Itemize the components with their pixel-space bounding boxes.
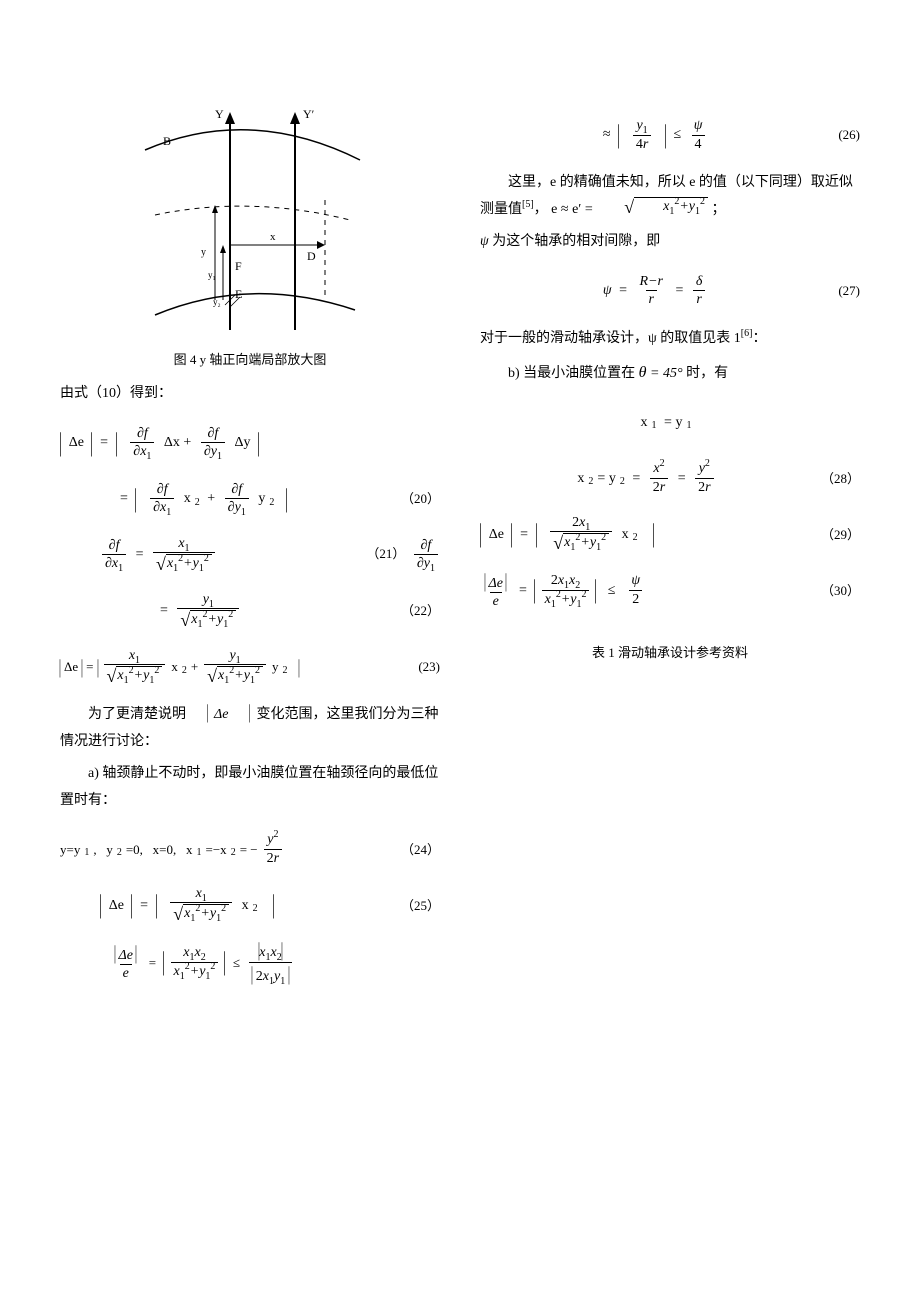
table-1-caption: 表 1 滑动轴承设计参考资料	[480, 641, 860, 664]
item-b-lead: b) 当最小油膜位置在	[508, 366, 639, 381]
eq-x1y1: x1 = y1	[480, 401, 860, 443]
approx-lead: ， e ≈ e′ =	[534, 202, 597, 217]
para-table-lead: 对于一般的滑动轴承设计，ψ 的取值见表 1	[480, 331, 741, 346]
svg-text:B: B	[163, 134, 171, 148]
eq-20-line2: = | ∂f∂x1 x2 + ∂f∂y1 y2 | （20）	[60, 478, 440, 520]
para-table-colon: ：	[752, 331, 766, 346]
item-b-theta: = 45°	[647, 366, 683, 381]
eq-25: | Δe | = | x1 √x12+y12 x2 | （25）	[60, 884, 440, 926]
eq-20-line1: | Δe | = | ∂f∂x1 Δx + ∂f∂y1 Δy |	[60, 422, 440, 464]
eq-after25: | Δe |e = | x1x2x12+y12 | ≤ |x1x2|| 2x1y…	[60, 940, 440, 984]
semicolon: ；	[708, 202, 726, 217]
figure-4: Y Y′ B x F D E y y₁ y₂	[60, 100, 440, 371]
eq-21: ∂f∂x1 = x1 √x12+y12 （21） ∂f∂y1	[60, 534, 440, 576]
item-b: b) 当最小油膜位置在 θ = 45° 时，有	[508, 359, 860, 388]
svg-text:F: F	[235, 259, 242, 273]
eq-29: | Δe | = | 2x1 √x12+y12 x2 | （29）	[480, 513, 860, 555]
figure-4-caption: 图 4 y 轴正向端局部放大图	[60, 348, 440, 371]
svg-text:Y′: Y′	[303, 107, 315, 121]
eq-27: ψ = R−rr = δr (27)	[480, 270, 860, 312]
eq-21-num: （21）	[366, 546, 405, 561]
para-range-lead: 为了更清楚说明	[88, 707, 186, 722]
svg-text:Y: Y	[215, 107, 224, 121]
para-range: 为了更清楚说明|Δe|变化范围，这里我们分为三种情况进行讨论：	[60, 702, 440, 755]
cite-5: [5]	[522, 199, 534, 210]
svg-text:y₂: y₂	[213, 297, 221, 307]
para-psi: ψ 为这个轴承的相对间隙，即	[480, 229, 860, 256]
item-a: a) 轴颈静止不动时，即最小油膜位置在轴颈径向的最低位置时有：	[60, 761, 440, 814]
eq-24: y=y1, y2 =0, x=0, x1 =−x2 = − y22r （24）	[60, 828, 440, 870]
svg-text:D: D	[307, 249, 316, 263]
eq-26: ≈ | y14r | ≤ ψ4 (26)	[480, 114, 860, 156]
svg-text:E: E	[235, 287, 242, 301]
eq-28: x2 = y2 = x22r = y22r （28）	[480, 457, 860, 499]
figure-4-svg: Y Y′ B x F D E y y₁ y₂	[135, 100, 365, 340]
svg-text:y: y	[201, 247, 206, 258]
svg-text:y₁: y₁	[208, 270, 216, 280]
item-b-tail: 时，有	[683, 366, 729, 381]
eq-23: |Δe|=| x1 √x12+y12 x2+ y1 √x12+y12 y2 | …	[60, 646, 440, 688]
para-table-ref: 对于一般的滑动轴承设计，ψ 的取值见表 1[6]：	[480, 326, 860, 353]
para-psi-text: 为这个轴承的相对间隙，即	[492, 234, 660, 249]
eq-22: = y1 √x12+y12 （22）	[60, 590, 440, 632]
eq-30: | Δe |e = | 2x1x2x12+y12 | ≤ ψ2 （30）	[480, 569, 860, 611]
para-note: 这里，e 的精确值未知，所以 e 的值（以下同理）取近似测量值[5]， e ≈ …	[480, 170, 860, 223]
cite-6: [6]	[741, 328, 753, 339]
eq10-intro: 由式（10）得到：	[60, 381, 440, 408]
svg-text:x: x	[270, 231, 276, 243]
